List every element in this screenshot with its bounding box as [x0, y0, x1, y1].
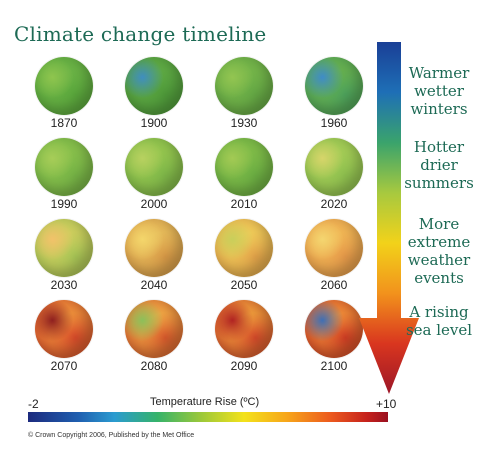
page-title: Climate change timeline [14, 22, 267, 46]
copyright-notice: © Crown Copyright 2006, Published by the… [28, 432, 195, 439]
globe-2070: 2070 [20, 295, 110, 375]
side-label-line: A rising [409, 303, 469, 321]
globe-map-1990 [35, 138, 93, 196]
globe-2100: 2100 [290, 295, 380, 375]
side-label-line: More [418, 215, 460, 233]
globe-map-2020 [305, 138, 363, 196]
side-label-line: summers [404, 174, 474, 192]
globe-map-2090 [215, 300, 273, 358]
globe-year-label: 2100 [320, 359, 348, 373]
globe-map-1960 [305, 57, 363, 115]
globe-year-label: 2080 [140, 359, 168, 373]
globe-map-2030 [35, 219, 93, 277]
globe-2050: 2050 [200, 214, 290, 294]
globe-2060: 2060 [290, 214, 380, 294]
globe-map-2040 [125, 219, 183, 277]
side-label-line: drier [420, 156, 458, 174]
globe-year-label: 2050 [230, 278, 258, 292]
globe-map-2050 [215, 219, 273, 277]
globe-map-1870 [35, 57, 93, 115]
globe-2010: 2010 [200, 133, 290, 213]
globe-map-2100 [305, 300, 363, 358]
globe-map-2010 [215, 138, 273, 196]
globe-year-label: 1990 [50, 197, 78, 211]
globe-year-label: 1900 [140, 116, 168, 130]
globe-1870: 1870 [20, 52, 110, 132]
side-label-winters: Warmer wetter winters [392, 64, 486, 118]
temperature-arrow [359, 42, 419, 394]
scale-max-label: +10 [376, 397, 397, 411]
globe-year-label: 2000 [140, 197, 168, 211]
side-label-line: Hotter [413, 138, 465, 156]
globe-2020: 2020 [290, 133, 380, 213]
globe-1960: 1960 [290, 52, 380, 132]
globe-map-1900 [125, 57, 183, 115]
side-label-line: sea level [405, 321, 473, 339]
side-label-line: Warmer [408, 64, 470, 82]
globe-year-label: 2010 [230, 197, 258, 211]
globe-year-label: 2090 [230, 359, 258, 373]
side-label-summers: Hotter drier summers [392, 138, 486, 192]
globe-year-label: 1870 [50, 116, 78, 130]
globe-2080: 2080 [110, 295, 200, 375]
side-label-line: events [414, 269, 464, 287]
globe-year-label: 2040 [140, 278, 168, 292]
globe-2000: 2000 [110, 133, 200, 213]
globe-year-label: 2070 [50, 359, 78, 373]
globe-grid: 1870 1900 1930 1960 1990 2000 2010 2020 2030 2040… [20, 52, 380, 375]
globe-year-label: 2020 [320, 197, 348, 211]
globe-1900: 1900 [110, 52, 200, 132]
globe-2090: 2090 [200, 295, 290, 375]
globe-map-2070 [35, 300, 93, 358]
scale-min-label: -2 [28, 397, 39, 411]
globe-1930: 1930 [200, 52, 290, 132]
globe-year-label: 2060 [320, 278, 348, 292]
side-label-weather: More extreme weather events [392, 215, 486, 287]
side-label-sea-level: A rising sea level [392, 303, 486, 339]
side-label-line: extreme [407, 233, 471, 251]
side-label-line: wetter [414, 82, 464, 100]
globe-2040: 2040 [110, 214, 200, 294]
globe-map-1930 [215, 57, 273, 115]
scale-title: Temperature Rise (ºC) [150, 396, 260, 408]
globe-map-2000 [125, 138, 183, 196]
side-label-line: weather [407, 251, 471, 269]
side-label-line: winters [410, 100, 468, 118]
globe-2030: 2030 [20, 214, 110, 294]
globe-year-label: 1930 [230, 116, 258, 130]
globe-year-label: 1960 [320, 116, 348, 130]
globe-map-2080 [125, 300, 183, 358]
globe-map-2060 [305, 219, 363, 277]
globe-year-label: 2030 [50, 278, 78, 292]
globe-1990: 1990 [20, 133, 110, 213]
temperature-scale-bar [28, 412, 388, 422]
